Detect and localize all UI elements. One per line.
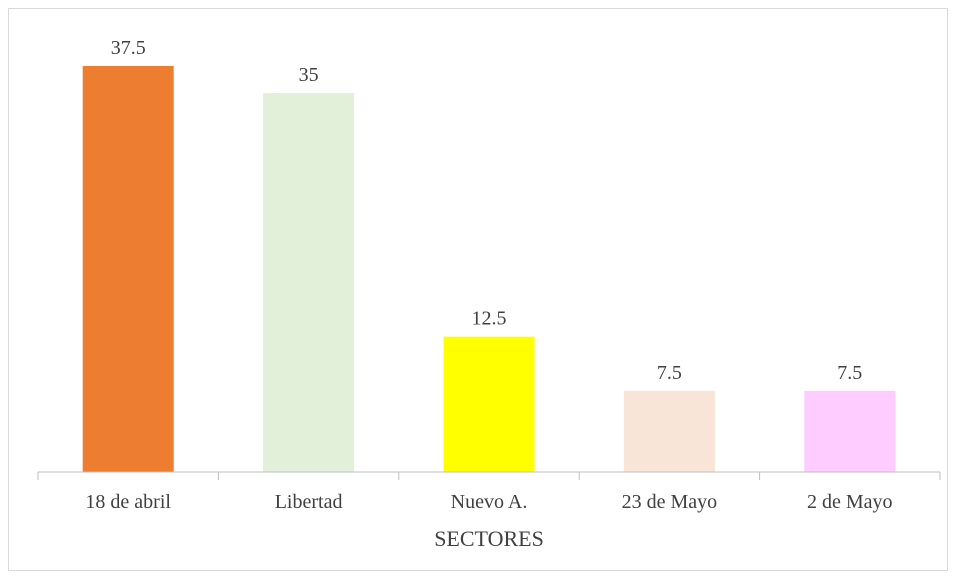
data-labels-group: 37.5 35 12.5 7.5 7.5 <box>111 37 863 384</box>
data-label: 7.5 <box>837 362 862 384</box>
x-tick-label: 18 de abril <box>85 491 171 513</box>
x-axis-title: SECTORES <box>434 526 544 551</box>
data-label: 7.5 <box>657 362 682 384</box>
x-tick-label: Nuevo A. <box>451 491 528 513</box>
data-label: 35 <box>299 64 319 86</box>
bar-3 <box>443 336 535 472</box>
bar-5 <box>804 390 896 472</box>
bar-4 <box>623 390 715 472</box>
bars-group <box>82 66 896 473</box>
data-label: 12.5 <box>472 308 507 330</box>
x-tick-label: 2 de Mayo <box>807 491 893 513</box>
x-tick-label: Libertad <box>275 491 343 513</box>
bar-1 <box>82 66 174 472</box>
x-axis-ticks-group <box>37 472 941 480</box>
x-tick-labels-group: 18 de abril Libertad Nuevo A. 23 de Mayo 2 d… <box>85 491 892 513</box>
data-label: 37.5 <box>111 37 146 59</box>
bar-2 <box>263 93 355 473</box>
x-tick-label: 23 de Mayo <box>622 491 718 513</box>
